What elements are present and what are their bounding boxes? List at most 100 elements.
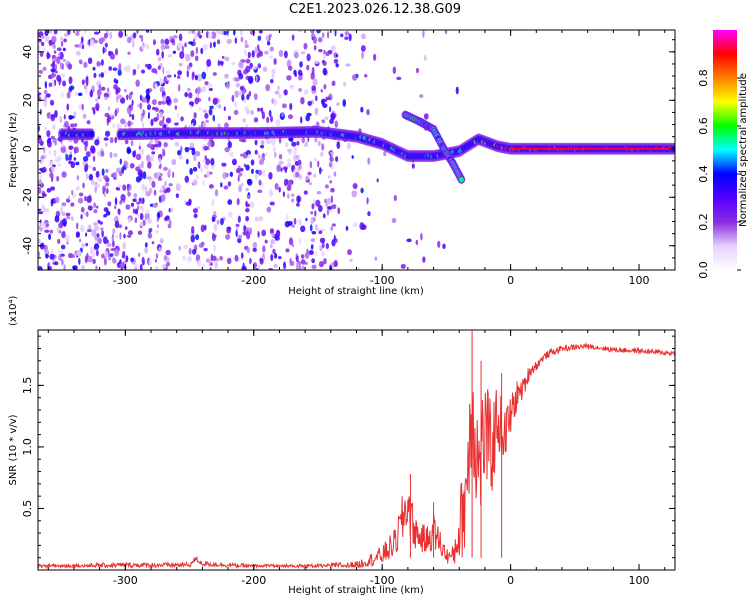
- x-tick-label: -200: [241, 574, 266, 587]
- speckle-cell: [170, 207, 174, 213]
- speckle-cell: [360, 187, 364, 194]
- speckle-cell: [227, 141, 232, 149]
- speckle-cell: [123, 66, 128, 71]
- speckle-cell: [307, 100, 312, 106]
- speckle-cell: [63, 38, 67, 43]
- speckle-cell: [161, 148, 165, 153]
- speckle-cell: [103, 137, 109, 141]
- speckle-cell: [214, 261, 218, 269]
- speckle-cell: [89, 39, 95, 47]
- speckle-cell: [105, 239, 109, 244]
- speckle-cell: [126, 36, 132, 44]
- speckle-cell: [212, 97, 219, 105]
- speckle-cell: [245, 58, 251, 64]
- x-tick-label: 100: [629, 574, 650, 587]
- speckle-cell: [113, 77, 117, 84]
- ridge-peak: [565, 147, 569, 150]
- speckle-cell: [291, 243, 295, 248]
- speckle-cell: [53, 149, 57, 157]
- speckle-cell: [259, 145, 265, 149]
- speckle-cell: [193, 155, 197, 162]
- speckle-cell: [56, 238, 61, 244]
- speckle-cell: [62, 80, 67, 87]
- speckle-cell: [159, 111, 163, 118]
- speckle-cell: [38, 266, 43, 270]
- speckle-cell: [117, 94, 123, 100]
- speckle-cell: [330, 195, 334, 204]
- speckle-cell: [154, 259, 158, 263]
- speckle-cell: [164, 180, 167, 187]
- speckle-cell: [247, 178, 253, 186]
- colorbar-tick-label: 0.4: [697, 165, 710, 183]
- speckle-cell: [125, 65, 131, 73]
- speckle-cell: [331, 80, 336, 87]
- speckle-cell: [197, 86, 201, 95]
- ridge-peak: [583, 147, 587, 150]
- speckle-cell: [287, 158, 292, 164]
- speckle-cell: [40, 204, 45, 213]
- speckle-cell: [158, 157, 162, 163]
- speckle-cell: [406, 238, 412, 243]
- speckle-cell: [59, 51, 64, 60]
- speckle-cell: [86, 195, 92, 204]
- speckle-cell: [233, 109, 239, 116]
- speckle-cell: [167, 168, 171, 176]
- speckle-cell: [278, 153, 283, 160]
- speckle-cell: [89, 145, 96, 154]
- speckle-cell: [44, 35, 50, 43]
- speckle-cell: [114, 136, 118, 144]
- speckle-cell: [250, 201, 255, 208]
- speckle-cell: [348, 33, 352, 42]
- ridge-peak: [634, 147, 638, 150]
- speckle-cell: [303, 143, 307, 147]
- speckle-cell: [50, 113, 56, 122]
- speckle-cell: [50, 198, 54, 207]
- speckle-cell: [271, 68, 276, 75]
- speckle-cell: [271, 233, 275, 238]
- speckle-cell: [211, 198, 215, 207]
- speckle-cell: [92, 166, 96, 172]
- speckle-cell: [93, 209, 98, 214]
- ridge-peak: [604, 147, 608, 150]
- speckle-cell: [178, 62, 183, 67]
- ridge-peak: [614, 147, 618, 150]
- speckle-cell: [139, 263, 143, 270]
- speckle-cell: [130, 140, 134, 147]
- speckle-cell: [420, 232, 423, 241]
- speckle-cell: [103, 207, 109, 213]
- speckle-cell: [90, 179, 96, 186]
- speckle-cell: [212, 72, 217, 76]
- speckle-cell: [310, 210, 314, 215]
- speckle-cell: [326, 197, 332, 205]
- speckle-cell: [311, 203, 315, 210]
- speckle-cell: [91, 85, 95, 93]
- speckle-cell: [147, 112, 150, 120]
- speckle-cell: [415, 67, 420, 74]
- speckle-cell: [52, 139, 57, 144]
- speckle-cell: [298, 87, 303, 92]
- speckle-cell: [264, 239, 268, 244]
- speckle-cell: [87, 205, 93, 211]
- ridge-peak: [632, 147, 636, 150]
- y-tick-label: 20: [21, 93, 34, 107]
- speckle-cell: [149, 139, 153, 144]
- speckle-cell: [113, 152, 118, 158]
- speckle-cell: [38, 186, 42, 194]
- speckle-cell: [278, 255, 282, 260]
- speckle-cell: [222, 171, 227, 180]
- speckle-cell: [216, 39, 221, 45]
- speckle-cell: [213, 244, 217, 252]
- speckle-cell: [283, 178, 288, 187]
- speckle-cell: [127, 120, 132, 128]
- speckle-cell: [93, 222, 98, 226]
- speckle-cell: [54, 63, 58, 71]
- speckle-cell: [139, 102, 143, 110]
- speckle-cell: [135, 166, 141, 172]
- speckle-cell: [315, 199, 321, 207]
- speckle-cell: [76, 222, 79, 230]
- speckle-cell: [39, 173, 43, 180]
- speckle-cell: [43, 126, 47, 132]
- speckle-cell: [228, 211, 233, 218]
- speckle-cell: [76, 250, 82, 257]
- speckle-cell: [68, 160, 73, 165]
